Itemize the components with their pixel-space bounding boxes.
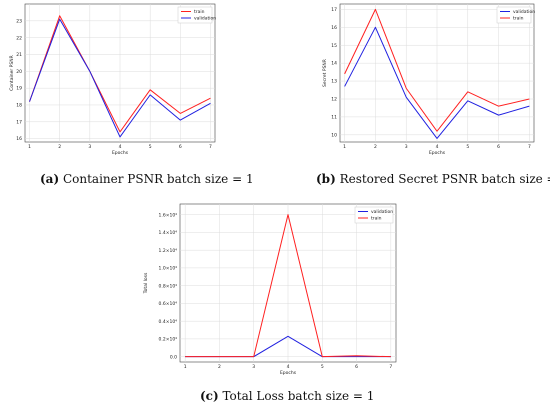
caption-a-letter: (a)	[40, 172, 60, 186]
y-tick-label: 18	[16, 103, 22, 109]
y-tick-label: 12	[331, 97, 337, 103]
caption-c-letter: (c)	[200, 389, 219, 403]
x-tick-label: 1	[184, 364, 187, 370]
y-tick-label: 22	[16, 35, 22, 41]
y-tick-label: 23	[16, 18, 22, 24]
x-tick-label: 4	[436, 144, 439, 150]
y-axis-label: Container PSNR	[9, 55, 15, 90]
y-tick-label: 0.6×10⁴	[159, 301, 178, 307]
x-tick-label: 2	[58, 144, 61, 150]
legend-label-validation: validation	[513, 9, 535, 15]
legend-label-train: train	[513, 16, 524, 22]
x-tick-label: 7	[209, 144, 212, 150]
y-tick-label: 17	[331, 7, 337, 13]
caption-a-text: Container PSNR batch size = 1	[59, 172, 254, 186]
legend-label-train: train	[371, 216, 382, 222]
x-tick-label: 2	[374, 144, 377, 150]
y-tick-label: 14	[331, 61, 337, 67]
y-tick-label: 17	[16, 119, 22, 125]
x-tick-label: 1	[28, 144, 31, 150]
y-tick-label: 11	[331, 115, 337, 121]
y-tick-label: 1.6×10⁴	[159, 212, 178, 218]
y-tick-label: 20	[16, 69, 22, 75]
y-tick-label: 21	[16, 52, 22, 58]
x-tick-label: 5	[149, 144, 152, 150]
caption-b-text: Restored Secret PSNR batch size = 1	[335, 172, 550, 186]
x-tick-label: 7	[528, 144, 531, 150]
x-tick-label: 6	[497, 144, 500, 150]
y-axis-label: Secret PSNR	[322, 59, 328, 87]
y-tick-label: 0.4×10⁴	[159, 319, 178, 325]
y-tick-label: 15	[331, 43, 337, 49]
legend-label-validation: validation	[194, 16, 216, 22]
y-tick-label: 19	[16, 86, 22, 92]
x-tick-label: 6	[355, 364, 358, 370]
x-tick-label: 6	[179, 144, 182, 150]
y-tick-label: 1.2×10⁴	[159, 248, 178, 254]
y-tick-label: 0.8×10⁴	[159, 283, 178, 289]
y-axis-label: Total loss	[143, 272, 149, 294]
legend-label-validation: validation	[371, 209, 393, 215]
caption-c-text: Total Loss batch size = 1	[218, 389, 375, 403]
y-tick-label: 0.2×10⁴	[159, 337, 178, 343]
caption-a: (a) Container PSNR batch size = 1	[40, 172, 254, 186]
chart-total-loss-svg: 1 2 3 4 5 6 7 0.0 0.2×10⁴ 0.4×10⁴ 0.6×10⁴ 0.8×10⁴ 1.…	[143, 203, 397, 376]
y-tick-label: 13	[331, 79, 337, 85]
chart-container-psnr: 1 2 3 4 5 6 7 16 17 18 19 20 21 22 23 Epochs Container P…	[0, 0, 245, 165]
y-tick-label: 16	[16, 136, 22, 142]
x-tick-label: 2	[218, 364, 221, 370]
x-tick-label: 5	[466, 144, 469, 150]
caption-b-letter: (b)	[316, 172, 336, 186]
x-tick-label: 3	[405, 144, 408, 150]
x-tick-label: 3	[252, 364, 255, 370]
y-tick-label: 1.0×10⁴	[159, 266, 178, 272]
y-tick-label: 16	[331, 25, 337, 31]
legend-label-train: train	[194, 9, 205, 15]
y-tick-label: 0.0	[170, 354, 177, 360]
caption-b: (b) Restored Secret PSNR batch size = 1	[316, 172, 550, 186]
x-tick-label: 4	[287, 364, 290, 370]
x-tick-label: 5	[321, 364, 324, 370]
x-tick-label: 3	[88, 144, 91, 150]
x-tick-label: 7	[389, 364, 392, 370]
chart-total-loss: 1 2 3 4 5 6 7 0.0 0.2×10⁴ 0.4×10⁴ 0.6×10⁴ 0.8×10⁴ 1.…	[130, 200, 420, 385]
x-tick-label: 4	[119, 144, 122, 150]
x-tick-label: 1	[343, 144, 346, 150]
x-axis-label: Epochs	[112, 150, 129, 156]
caption-c: (c) Total Loss batch size = 1	[200, 389, 374, 403]
y-tick-label: 1.4×10⁴	[159, 230, 178, 236]
x-axis-label: Epochs	[429, 150, 446, 156]
chart-secret-psnr: 1 2 3 4 5 6 7 10 11 12 13 14 15 16 17 Epochs Secret PSNR…	[298, 0, 550, 165]
x-axis-label: Epochs	[280, 370, 297, 376]
y-tick-label: 10	[331, 132, 337, 138]
